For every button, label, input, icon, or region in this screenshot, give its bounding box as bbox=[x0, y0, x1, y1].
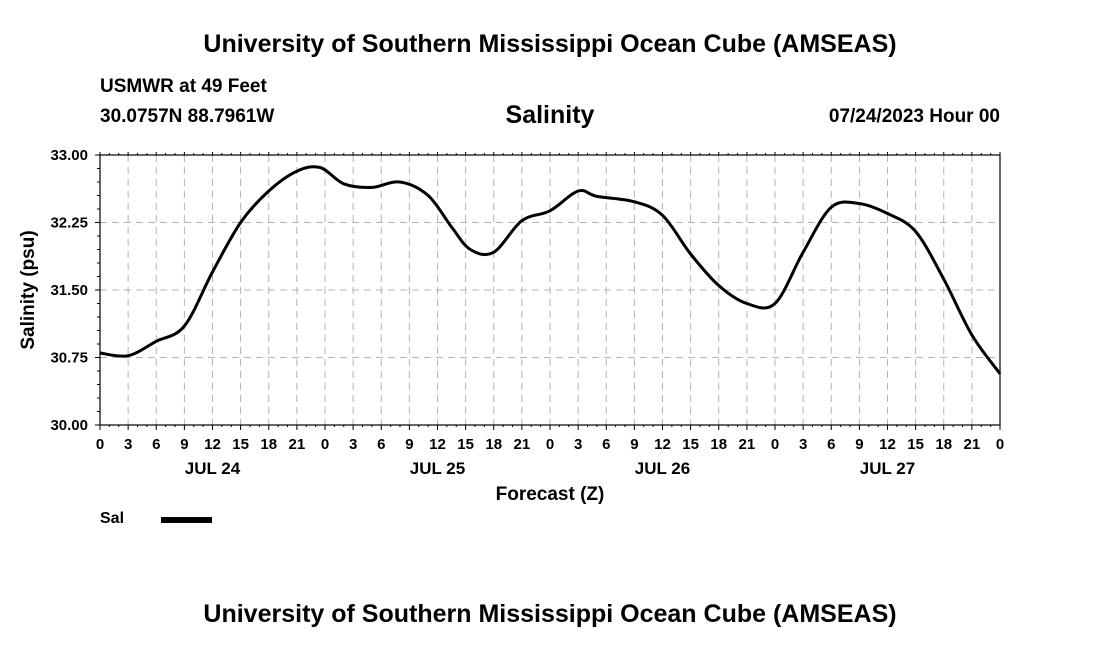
x-tick-label: 3 bbox=[574, 436, 582, 453]
x-tick-label: 3 bbox=[349, 436, 357, 453]
y-tick-label: 31.50 bbox=[50, 282, 88, 299]
y-tick-label: 30.00 bbox=[50, 417, 88, 434]
x-tick-label: 12 bbox=[654, 436, 671, 453]
y-tick-label: 30.75 bbox=[50, 350, 88, 367]
x-tick-label: 6 bbox=[152, 436, 160, 453]
x-tick-label: 21 bbox=[964, 436, 981, 453]
run-time-label: 07/24/2023 Hour 00 bbox=[828, 106, 1000, 127]
y-axis-label: Salinity (psu) bbox=[18, 230, 39, 349]
coordinates-label: 30.0757N 88.7961W bbox=[100, 106, 275, 127]
x-tick-label: 9 bbox=[180, 436, 188, 453]
x-tick-label: 12 bbox=[879, 436, 896, 453]
x-tick-label: 21 bbox=[289, 436, 306, 453]
x-tick-label: 0 bbox=[96, 436, 104, 453]
station-label: USMWR at 49 Feet bbox=[100, 76, 267, 97]
x-tick-label: 6 bbox=[602, 436, 610, 453]
x-tick-label: 0 bbox=[771, 436, 779, 453]
grid bbox=[100, 155, 1000, 425]
x-tick-label: 6 bbox=[827, 436, 835, 453]
x-tick-label: 15 bbox=[907, 436, 924, 453]
chart-title: Salinity bbox=[505, 101, 595, 129]
x-tick-label: 0 bbox=[996, 436, 1004, 453]
x-tick-label: 15 bbox=[457, 436, 474, 453]
x-tick-label: 18 bbox=[260, 436, 277, 453]
plot-frame bbox=[99, 154, 1001, 426]
x-tick-label: 6 bbox=[377, 436, 385, 453]
x-tick-label: 3 bbox=[124, 436, 132, 453]
series-layer bbox=[99, 165, 1002, 375]
day-label: JUL 27 bbox=[860, 459, 915, 478]
x-tick-label: 9 bbox=[405, 436, 413, 453]
x-tick-label: 15 bbox=[682, 436, 699, 453]
x-tick-label: 18 bbox=[485, 436, 502, 453]
x-tick-label: 0 bbox=[546, 436, 554, 453]
day-label: JUL 26 bbox=[635, 459, 690, 478]
x-tick-label: 21 bbox=[739, 436, 756, 453]
x-tick-label: 0 bbox=[321, 436, 329, 453]
footer-title: University of Southern Mississippi Ocean… bbox=[203, 600, 897, 628]
day-label: JUL 25 bbox=[410, 459, 465, 478]
x-tick-label: 9 bbox=[630, 436, 638, 453]
x-axis-label: Forecast (Z) bbox=[496, 484, 605, 505]
x-tick-label: 12 bbox=[429, 436, 446, 453]
x-tick-label: 9 bbox=[855, 436, 863, 453]
series-line-sal bbox=[99, 165, 1002, 375]
x-tick-label: 18 bbox=[710, 436, 727, 453]
y-tick-label: 32.25 bbox=[50, 215, 88, 232]
x-tick-label: 21 bbox=[514, 436, 531, 453]
axis-labels: 0 3 6 9 12 15 18 21 0 3 6 9 12 15 18 21 0 3 6 9 12 15 18 21 0 3 6 9… bbox=[50, 147, 1004, 478]
x-tick-label: 3 bbox=[799, 436, 807, 453]
y-tick-label: 33.00 bbox=[50, 147, 88, 164]
axis-ticks bbox=[95, 152, 1001, 430]
legend-label-sal: Sal bbox=[100, 510, 125, 527]
page-title: University of Southern Mississippi Ocean… bbox=[203, 30, 897, 58]
x-tick-label: 18 bbox=[935, 436, 952, 453]
day-label: JUL 24 bbox=[185, 459, 241, 478]
x-tick-label: 15 bbox=[232, 436, 249, 453]
x-tick-label: 12 bbox=[204, 436, 221, 453]
